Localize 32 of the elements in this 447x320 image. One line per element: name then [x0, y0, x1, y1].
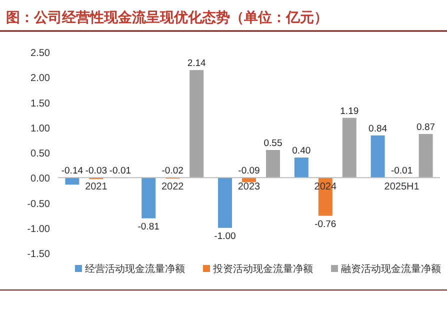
data-label: 0.55 — [264, 138, 282, 149]
data-label: -1.00 — [214, 230, 236, 242]
y-tick-label: -1.00 — [27, 224, 50, 235]
y-tick-label: 1.00 — [30, 123, 50, 134]
y-tick-label: 1.50 — [30, 98, 50, 110]
x-tick-label: 2023 — [238, 182, 261, 193]
x-tick-label: 2025H1 — [384, 182, 420, 193]
data-label: 0.87 — [416, 122, 436, 133]
y-tick-label: -1.50 — [27, 249, 50, 260]
data-label: -0.01 — [390, 166, 413, 177]
data-label: -0.01 — [109, 166, 132, 177]
y-tick-label: 0.50 — [30, 148, 50, 160]
data-label: -0.02 — [162, 166, 184, 177]
data-label: -0.76 — [314, 218, 336, 230]
data-label: 0.40 — [292, 146, 311, 157]
legend-label: 经营活动现金流量净额 — [85, 263, 185, 275]
data-label: -0.09 — [238, 166, 260, 177]
y-tick-label: 2.00 — [30, 73, 50, 84]
legend-label: 融资活动现金流量净额 — [341, 263, 441, 275]
x-tick-label: 2022 — [161, 182, 184, 193]
data-label: 0.84 — [368, 123, 388, 134]
chart-title: 图：公司经营性现金流呈现优化态势（单位：亿元） — [6, 9, 328, 25]
y-tick-label: 0.00 — [30, 174, 50, 185]
x-tick-label: 2021 — [85, 182, 108, 193]
y-tick-label: 2.50 — [30, 48, 50, 59]
data-label: -0.03 — [85, 166, 108, 177]
legend-label: 投资活动现金流量净额 — [212, 263, 313, 275]
data-label: -0.81 — [138, 221, 160, 232]
data-label: 2.14 — [187, 58, 206, 70]
data-label: 1.19 — [340, 106, 359, 117]
data-label: -0.14 — [61, 166, 84, 177]
y-tick-label: -0.50 — [27, 198, 50, 210]
